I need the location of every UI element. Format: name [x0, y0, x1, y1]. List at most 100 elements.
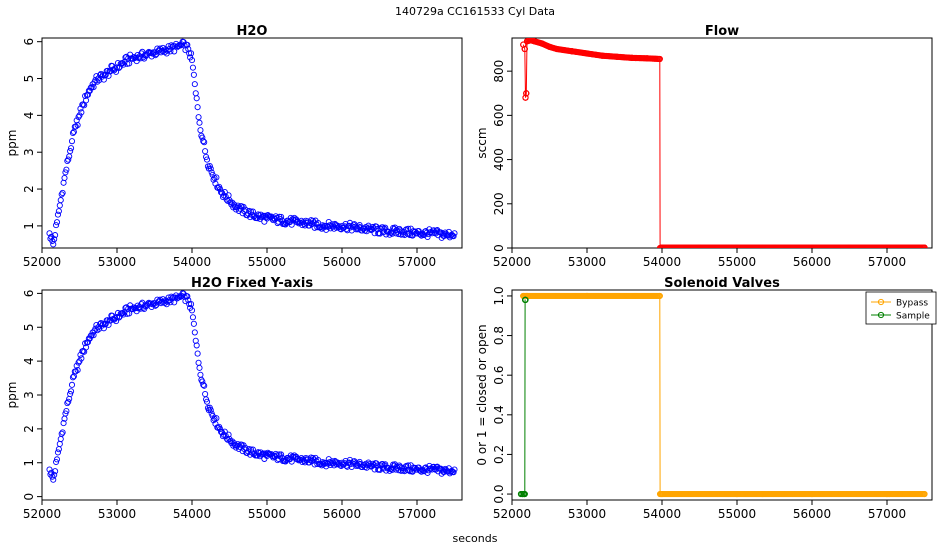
data-point	[186, 50, 193, 57]
legend: Bypass Sample	[865, 291, 937, 325]
data-point	[448, 231, 455, 238]
chart-h2o-fixed: H2O Fixed Y-axis ppm 52000 53000 54000 55000 5…	[5, 276, 463, 521]
data-point	[350, 221, 357, 228]
data-point	[189, 64, 196, 71]
x-tick-label: 53000	[98, 255, 136, 269]
data-point	[258, 451, 265, 458]
y-tick-label: 5	[22, 75, 36, 83]
data-point	[60, 179, 67, 186]
series-line-bypass	[523, 295, 925, 495]
data-point	[65, 398, 72, 405]
data-point	[59, 429, 66, 436]
data-point	[696, 244, 703, 248]
data-point	[522, 94, 529, 101]
data-point	[205, 165, 212, 172]
data-point	[441, 468, 448, 475]
data-point	[346, 222, 353, 229]
data-point	[84, 339, 91, 346]
data-point	[67, 390, 74, 398]
data-point	[191, 81, 198, 88]
data-point	[61, 174, 68, 182]
data-point	[184, 41, 191, 48]
legend-marker-sample	[877, 311, 885, 319]
data-point	[309, 455, 316, 462]
x-tick-label: 55000	[248, 507, 286, 521]
data-point	[49, 237, 56, 245]
data-point	[222, 432, 229, 439]
data-point	[58, 191, 65, 198]
chart-title: H2O Fixed Y-axis	[191, 276, 313, 291]
data-point	[583, 50, 591, 57]
data-point	[57, 197, 64, 204]
data-point	[196, 119, 203, 126]
x-tick-label: 54000	[173, 507, 211, 521]
data-point	[68, 381, 76, 388]
data-point	[69, 374, 76, 381]
data-point	[521, 490, 528, 498]
y-tick-label: 6	[22, 38, 36, 46]
data-point	[188, 50, 195, 57]
data-point	[93, 73, 100, 80]
data-point	[73, 362, 80, 369]
data-point	[65, 156, 72, 163]
data-point	[51, 471, 58, 478]
data-point	[94, 327, 101, 334]
data-point	[82, 92, 89, 99]
x-tick-label: 56000	[793, 507, 831, 521]
data-point	[522, 296, 529, 304]
data-point	[531, 38, 538, 45]
data-point	[196, 364, 203, 371]
figure-title: 140729a CC161533 Cyl Data	[395, 5, 555, 18]
data-point	[90, 84, 97, 91]
data-point	[190, 320, 197, 327]
data-point	[203, 153, 210, 160]
y-axis-label: ppm	[5, 130, 19, 157]
data-point	[187, 304, 194, 311]
data-point	[68, 145, 75, 152]
data-point	[278, 213, 285, 220]
data-point	[217, 186, 224, 193]
figure-xlabel: seconds	[453, 532, 498, 545]
legend-label-sample: Sample	[896, 312, 930, 322]
data-point	[53, 458, 60, 466]
data-point	[523, 90, 530, 97]
plot-frame	[511, 289, 933, 501]
data-point	[54, 449, 61, 456]
x-tick-label: 52000	[493, 507, 531, 521]
data-point	[376, 466, 383, 473]
x-tick-label: 57000	[868, 255, 906, 269]
data-point	[450, 469, 457, 476]
data-point	[883, 490, 891, 498]
data-point	[68, 138, 76, 145]
data-point	[447, 468, 454, 475]
y-tick-label: 6	[22, 290, 36, 298]
y-tick-label: 200	[492, 192, 506, 215]
y-tick-label: 0.2	[492, 445, 506, 464]
y-tick-label: 1	[22, 222, 36, 230]
data-point	[191, 329, 198, 336]
data-point	[248, 208, 255, 215]
data-point	[83, 344, 90, 351]
data-point	[126, 60, 133, 67]
data-point	[100, 325, 107, 332]
series-line-sample	[521, 299, 526, 495]
data-point	[184, 293, 191, 300]
data-point	[348, 463, 355, 471]
data-point	[88, 332, 95, 339]
data-point	[159, 296, 166, 303]
data-point	[152, 302, 159, 309]
data-point	[195, 359, 202, 366]
data-point	[193, 342, 200, 349]
y-tick-label: 4	[22, 357, 36, 365]
data-point	[137, 305, 144, 312]
data-point	[97, 71, 104, 79]
y-tick-label: 0.4	[492, 405, 506, 424]
y-tick-label: 5	[22, 323, 36, 331]
x-tick-label: 56000	[323, 507, 361, 521]
x-tick-label: 53000	[568, 507, 606, 521]
data-point	[90, 332, 97, 339]
data-point	[271, 215, 278, 222]
data-point	[444, 468, 451, 475]
data-point	[203, 156, 211, 163]
